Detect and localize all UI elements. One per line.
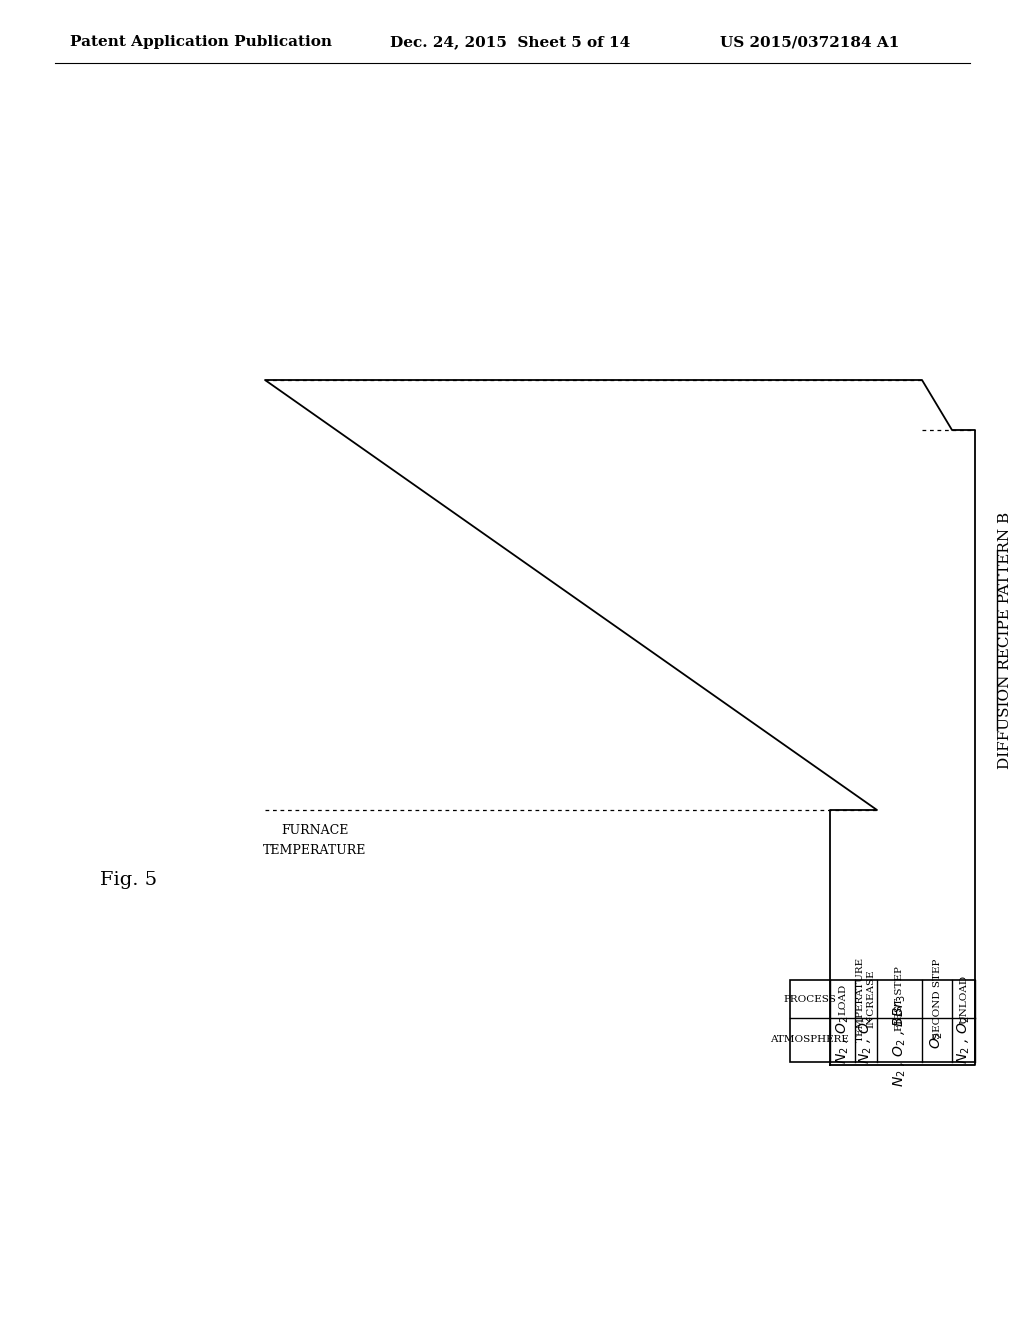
Text: SECOND STEP: SECOND STEP xyxy=(933,958,941,1039)
Text: ATMOSPHERE: ATMOSPHERE xyxy=(771,1035,850,1044)
Text: Fig. 5: Fig. 5 xyxy=(100,871,157,888)
Text: Dec. 24, 2015  Sheet 5 of 14: Dec. 24, 2015 Sheet 5 of 14 xyxy=(390,36,630,49)
Text: DIFFUSION RECIPE PATTERN B: DIFFUSION RECIPE PATTERN B xyxy=(998,511,1012,768)
Text: TEMPERATURE: TEMPERATURE xyxy=(263,843,367,857)
Text: TEMPERATURE
INCREASE: TEMPERATURE INCREASE xyxy=(856,957,876,1041)
Text: $N_2$ , $O_2$: $N_2$ , $O_2$ xyxy=(955,1016,972,1064)
Text: $O_2$: $O_2$ xyxy=(929,1031,945,1049)
Text: LOAD: LOAD xyxy=(838,983,847,1015)
Text: $N_2$ , $O_2$: $N_2$ , $O_2$ xyxy=(858,1016,874,1064)
Text: $N_2$ , $O_2$: $N_2$ , $O_2$ xyxy=(835,1016,851,1064)
Text: FURNACE: FURNACE xyxy=(282,824,349,837)
Text: FIRST STEP: FIRST STEP xyxy=(895,966,904,1031)
Bar xyxy=(790,979,975,1063)
Text: PROCESS: PROCESS xyxy=(783,994,837,1003)
Text: US 2015/0372184 A1: US 2015/0372184 A1 xyxy=(720,36,899,49)
Text: Patent Application Publication: Patent Application Publication xyxy=(70,36,332,49)
Text: $N_2$ , $O_2$ , $BBr_3$: $N_2$ , $O_2$ , $BBr_3$ xyxy=(891,994,907,1086)
Text: UNLOAD: UNLOAD xyxy=(959,974,968,1023)
